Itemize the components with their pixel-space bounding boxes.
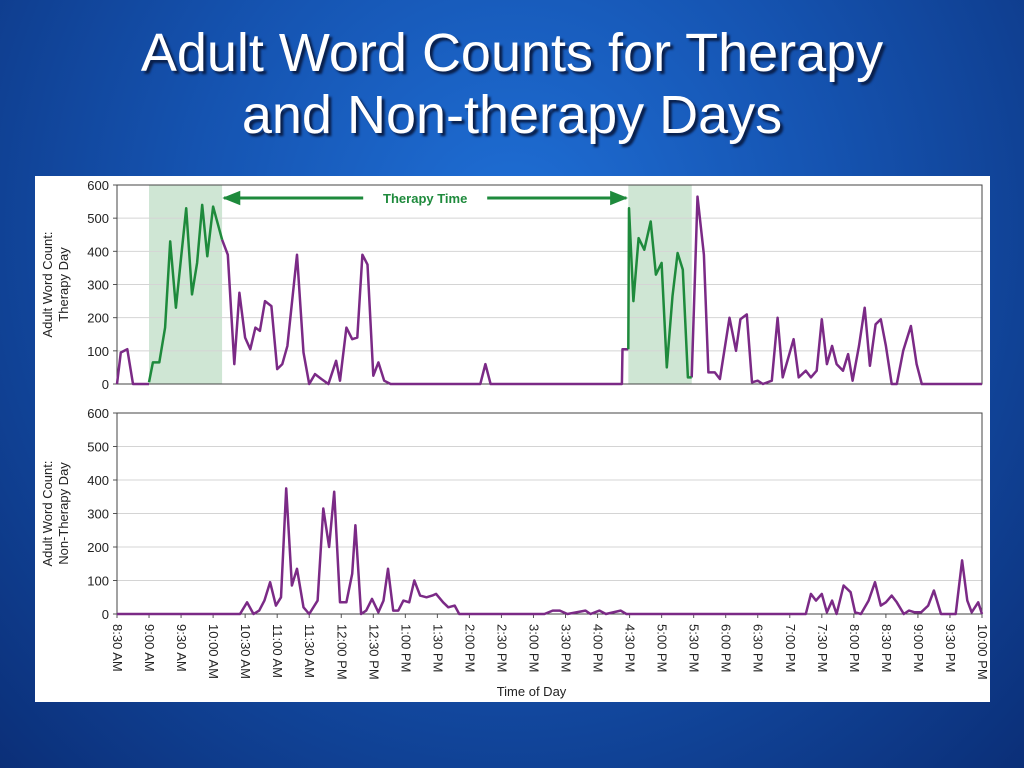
x-tick-label: 5:00 PM (655, 624, 670, 672)
x-tick-label: 10:00 PM (975, 624, 990, 680)
y-tick-label: 300 (87, 278, 109, 293)
x-tick-label: 3:30 PM (559, 624, 574, 672)
x-tick-label: 12:00 PM (334, 624, 349, 680)
x-tick-label: 8:00 PM (847, 624, 862, 672)
y-tick-label: 400 (87, 473, 109, 488)
title-line: Adult Word Counts for Therapy (140, 23, 884, 83)
y-tick-label: 600 (87, 178, 109, 193)
y-tick-label: 100 (87, 574, 109, 589)
x-tick-label: 11:30 AM (302, 624, 317, 678)
series-line (115, 195, 982, 386)
x-tick-label: 3:00 PM (526, 624, 541, 672)
annotation: Therapy Time (383, 191, 467, 206)
x-tick-label: 8:30 AM (110, 624, 125, 672)
x-tick-label: 4:30 PM (623, 624, 638, 672)
y-tick-label: 500 (87, 440, 109, 455)
x-tick-label: 5:30 PM (687, 624, 702, 672)
title-line: and Non-therapy Days (241, 85, 783, 145)
y-axis-label: Adult Word Count: Non-Therapy Day (40, 461, 71, 567)
x-tick-label: 1:00 PM (398, 624, 413, 672)
x-tick-label: 9:00 AM (142, 624, 157, 672)
x-tick-label: 8:30 PM (879, 624, 894, 672)
series-line (147, 203, 692, 383)
y-axis-label: Adult Word Count: Therapy Day (40, 232, 71, 338)
y-tick-label: 600 (87, 406, 109, 421)
slide-title: Adult Word Counts for Therapy and Non-th… (0, 22, 1024, 146)
x-tick-label: 9:30 AM (174, 624, 189, 672)
x-tick-label: 1:30 PM (430, 624, 445, 672)
x-tick-label: 6:30 PM (751, 624, 766, 672)
x-tick-label: 7:30 PM (815, 624, 830, 672)
y-tick-label: 0 (102, 377, 109, 392)
x-tick-label: 11:00 AM (270, 624, 285, 678)
y-axis-label-line: Adult Word Count: (40, 232, 55, 338)
x-tick-label: 12:30 PM (366, 624, 381, 680)
y-tick-label: 100 (87, 344, 109, 359)
y-axis-label-line: Non-Therapy Day (56, 462, 71, 565)
chart: 0 100 200 300 400 500 600 Therapy Time Adult Wor… (35, 176, 990, 702)
x-tick-label: 4:00 PM (591, 624, 606, 672)
x-tick-label: 9:30 PM (943, 624, 958, 672)
y-axis-label-line: Adult Word Count: (40, 461, 55, 567)
y-tick-label: 300 (87, 507, 109, 522)
y-tick-label: 0 (102, 607, 109, 622)
x-tick-label: 10:30 AM (238, 624, 253, 679)
x-tick-label: 2:00 PM (462, 624, 477, 672)
y-tick-label: 500 (87, 211, 109, 226)
y-tick-label: 400 (87, 244, 109, 259)
x-tick-label: 7:00 PM (783, 624, 798, 672)
chart-panel: 0 100 200 300 400 500 600 Therapy Time Adult Wor… (35, 176, 990, 707)
y-axis-label-line: Therapy Day (56, 247, 71, 322)
x-tick-label: 9:00 PM (911, 624, 926, 672)
x-axis-label: Time of Day (497, 684, 567, 699)
plot-frame (116, 412, 983, 615)
x-tick-label: 10:00 AM (206, 624, 221, 679)
series-line (117, 487, 984, 616)
x-tick-label: 2:30 PM (494, 624, 509, 672)
y-tick-label: 200 (87, 540, 109, 555)
y-tick-label: 200 (87, 311, 109, 326)
x-tick-label: 6:00 PM (719, 624, 734, 672)
